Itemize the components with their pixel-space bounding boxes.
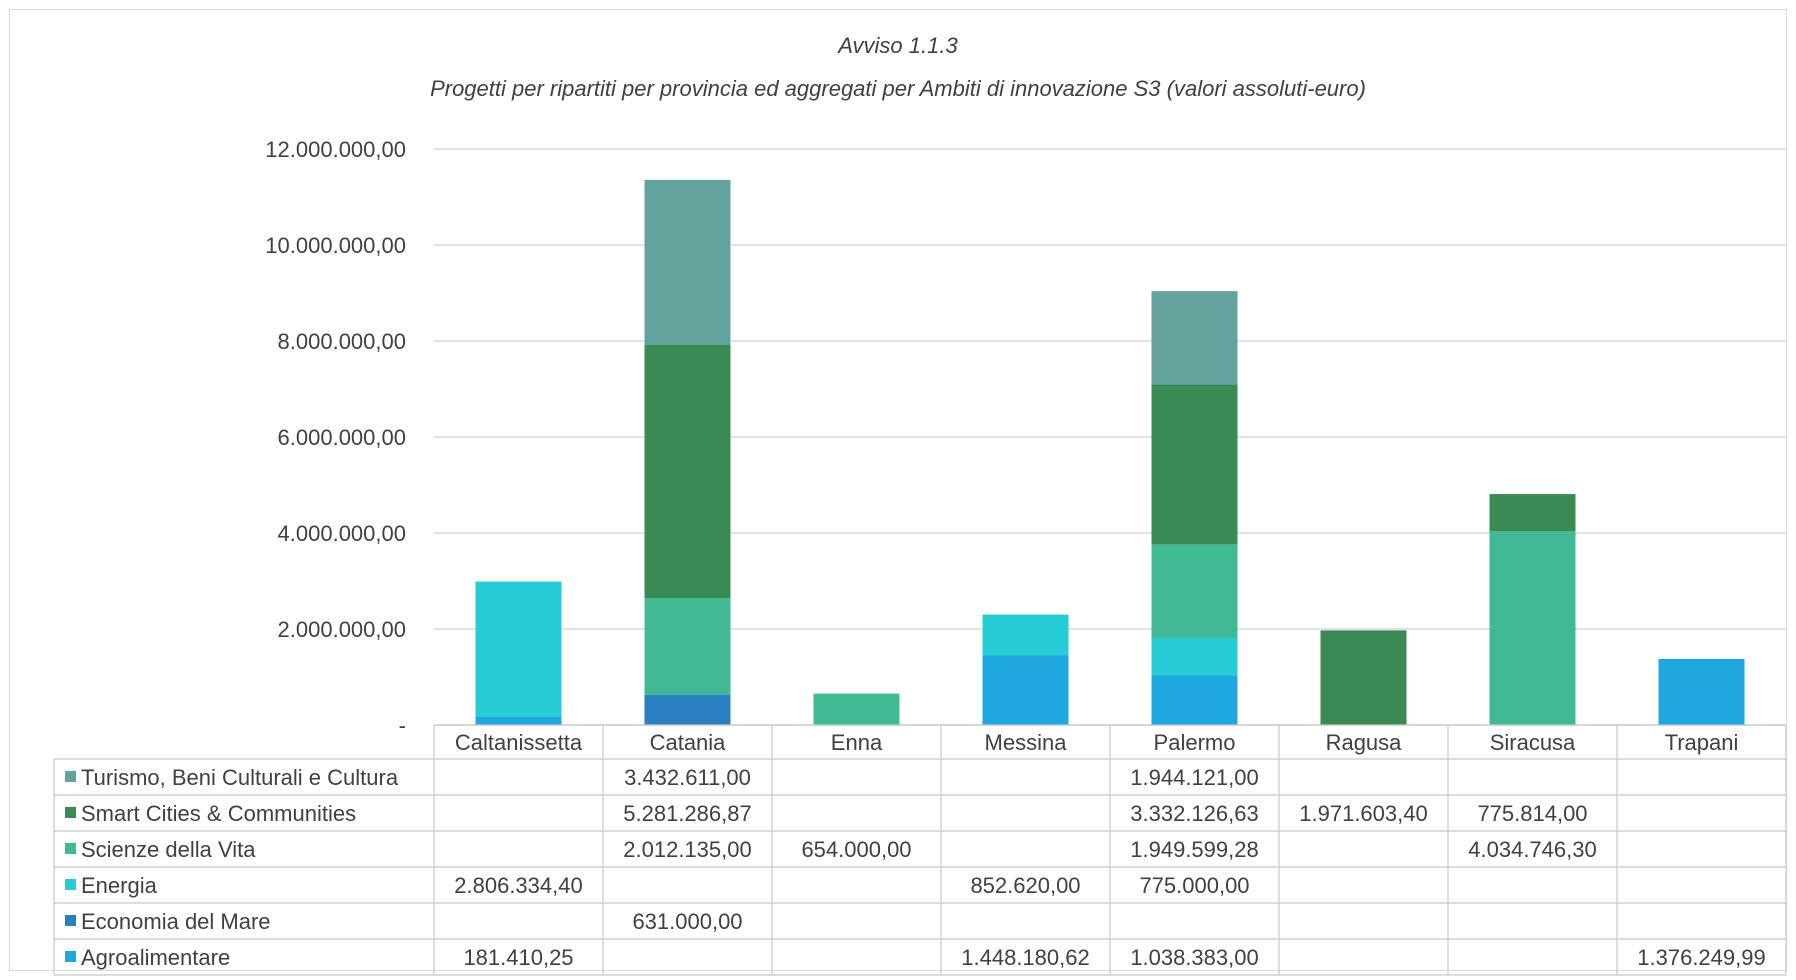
legend-swatch (65, 771, 76, 782)
data-label: 4.034.746,30 (1468, 837, 1596, 862)
legend-swatch (65, 951, 76, 962)
category-label: Catania (650, 730, 727, 755)
data-label: 654.000,00 (801, 837, 911, 862)
legend-swatch (65, 879, 76, 890)
bar-segment (1658, 658, 1745, 725)
data-label: 775.000,00 (1139, 873, 1249, 898)
legend-label: Turismo, Beni Culturali e Cultura (81, 765, 399, 790)
data-label: 1.448.180,62 (961, 945, 1089, 970)
bar-segment (644, 179, 731, 345)
bars (475, 179, 1745, 725)
bar-segment (644, 694, 731, 725)
y-tick-label: 6.000.000,00 (278, 425, 406, 450)
data-label: 852.620,00 (970, 873, 1080, 898)
data-table: Caltanissetta Catania Enna Messina Palermo Ra… (53, 724, 1787, 976)
bar-segment (1151, 637, 1238, 676)
data-label: 3.432.611,00 (624, 765, 751, 790)
bar-segment (813, 693, 900, 725)
data-label: 1.971.603,40 (1299, 801, 1427, 826)
bar-segment (1151, 675, 1238, 725)
category-label: Messina (985, 730, 1068, 755)
data-label: 3.332.126,63 (1130, 801, 1258, 826)
category-label: Trapani (1665, 730, 1739, 755)
bar-segment (475, 716, 562, 725)
legend-label: Scienze della Vita (81, 837, 256, 862)
data-label: 5.281.286,87 (623, 801, 751, 826)
bar-segment (644, 598, 731, 695)
data-label: 631.000,00 (632, 909, 742, 934)
data-label: 1.376.249,99 (1637, 945, 1765, 970)
gridlines (434, 148, 1786, 726)
y-axis-ticks: - 2.000.000,00 4.000.000,00 6.000.000,00 8.0… (265, 137, 406, 738)
y-tick-label: 2.000.000,00 (278, 617, 406, 642)
data-label: 181.410,25 (463, 945, 573, 970)
data-label: 2.012.135,00 (623, 837, 751, 862)
legend-label: Energia (81, 873, 158, 898)
legend-swatch (65, 915, 76, 926)
bar-segment (982, 655, 1069, 725)
bar-segment (1151, 291, 1238, 385)
legend-label: Agroalimentare (81, 945, 230, 970)
chart-title: Avviso 1.1.3 (836, 33, 958, 58)
chart-subtitle: Progetti per ripartiti per provincia ed … (430, 76, 1366, 101)
chart-frame (9, 9, 1787, 971)
bar-segment (982, 614, 1069, 656)
bar-segment (1151, 544, 1238, 638)
category-label: Ragusa (1326, 730, 1403, 755)
y-tick-label: 10.000.000,00 (265, 233, 406, 258)
category-label: Caltanissetta (455, 730, 583, 755)
category-label: Siracusa (1490, 730, 1576, 755)
bar-segment (475, 581, 562, 717)
y-tick-label: 4.000.000,00 (278, 521, 406, 546)
category-label: Enna (831, 730, 883, 755)
legend-label: Smart Cities & Communities (81, 801, 356, 826)
data-label: 775.814,00 (1477, 801, 1587, 826)
bar-segment (644, 344, 731, 599)
data-label: 1.038.383,00 (1130, 945, 1258, 970)
bar-segment (1489, 494, 1576, 532)
y-tick-label: 8.000.000,00 (278, 329, 406, 354)
legend-label: Economia del Mare (81, 909, 271, 934)
category-label: Palermo (1154, 730, 1236, 755)
data-label: 1.944.121,00 (1130, 765, 1258, 790)
bar-segment (1151, 384, 1238, 545)
y-tick-label: - (399, 713, 406, 738)
bar-segment (1320, 630, 1407, 725)
legend-swatch (65, 807, 76, 818)
bar-segment (1489, 531, 1576, 725)
data-label: 1.949.599,28 (1130, 837, 1258, 862)
data-label: 2.806.334,40 (454, 873, 582, 898)
legend-swatch (65, 843, 76, 854)
y-tick-label: 12.000.000,00 (265, 137, 406, 162)
